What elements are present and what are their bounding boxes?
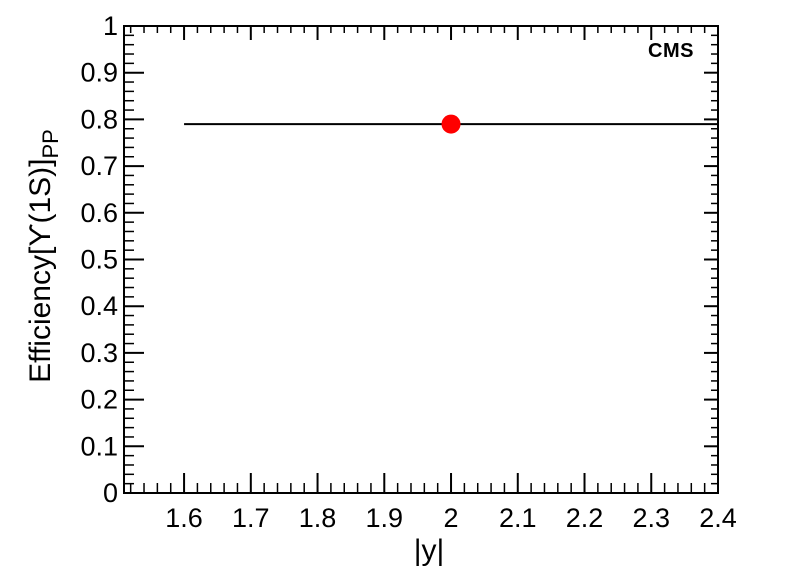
y-tick-label: 0.5 xyxy=(80,245,118,275)
cms-label: CMS xyxy=(648,40,694,62)
y-tick-label: 0.3 xyxy=(80,338,118,368)
data-point-marker xyxy=(441,114,461,134)
y-tick-label: 0.2 xyxy=(80,385,118,415)
y-tick-label: 1 xyxy=(103,11,118,41)
x-tick-label: 2.4 xyxy=(699,503,737,533)
x-tick-label: 1.7 xyxy=(232,503,270,533)
y-axis-title-main: Efficiency[ϒ(1S)] xyxy=(24,158,57,383)
x-tick-label: 1.9 xyxy=(366,503,404,533)
y-tick-label: 0.8 xyxy=(80,104,118,134)
y-axis-title-subscript: PP xyxy=(38,129,63,159)
y-tick-label: 0.1 xyxy=(80,431,118,461)
x-tick-label: 2.3 xyxy=(632,503,670,533)
y-tick-label: 0.6 xyxy=(80,198,118,228)
y-axis-title: Efficiency[ϒ(1S)]PP xyxy=(24,129,64,383)
x-tick-label: 2.1 xyxy=(499,503,537,533)
plot-frame xyxy=(123,25,719,494)
y-tick-label: 0.7 xyxy=(80,151,118,181)
y-tick-label: 0.9 xyxy=(80,58,118,88)
x-tick-label: 2 xyxy=(444,503,459,533)
x-axis-title: |y| xyxy=(413,534,445,567)
y-tick-label: 0.4 xyxy=(80,291,118,321)
x-tick-label: 1.6 xyxy=(165,503,203,533)
x-tick-label: 1.8 xyxy=(299,503,337,533)
y-tick-label: 0 xyxy=(103,478,118,508)
x-tick-label: 2.2 xyxy=(566,503,604,533)
